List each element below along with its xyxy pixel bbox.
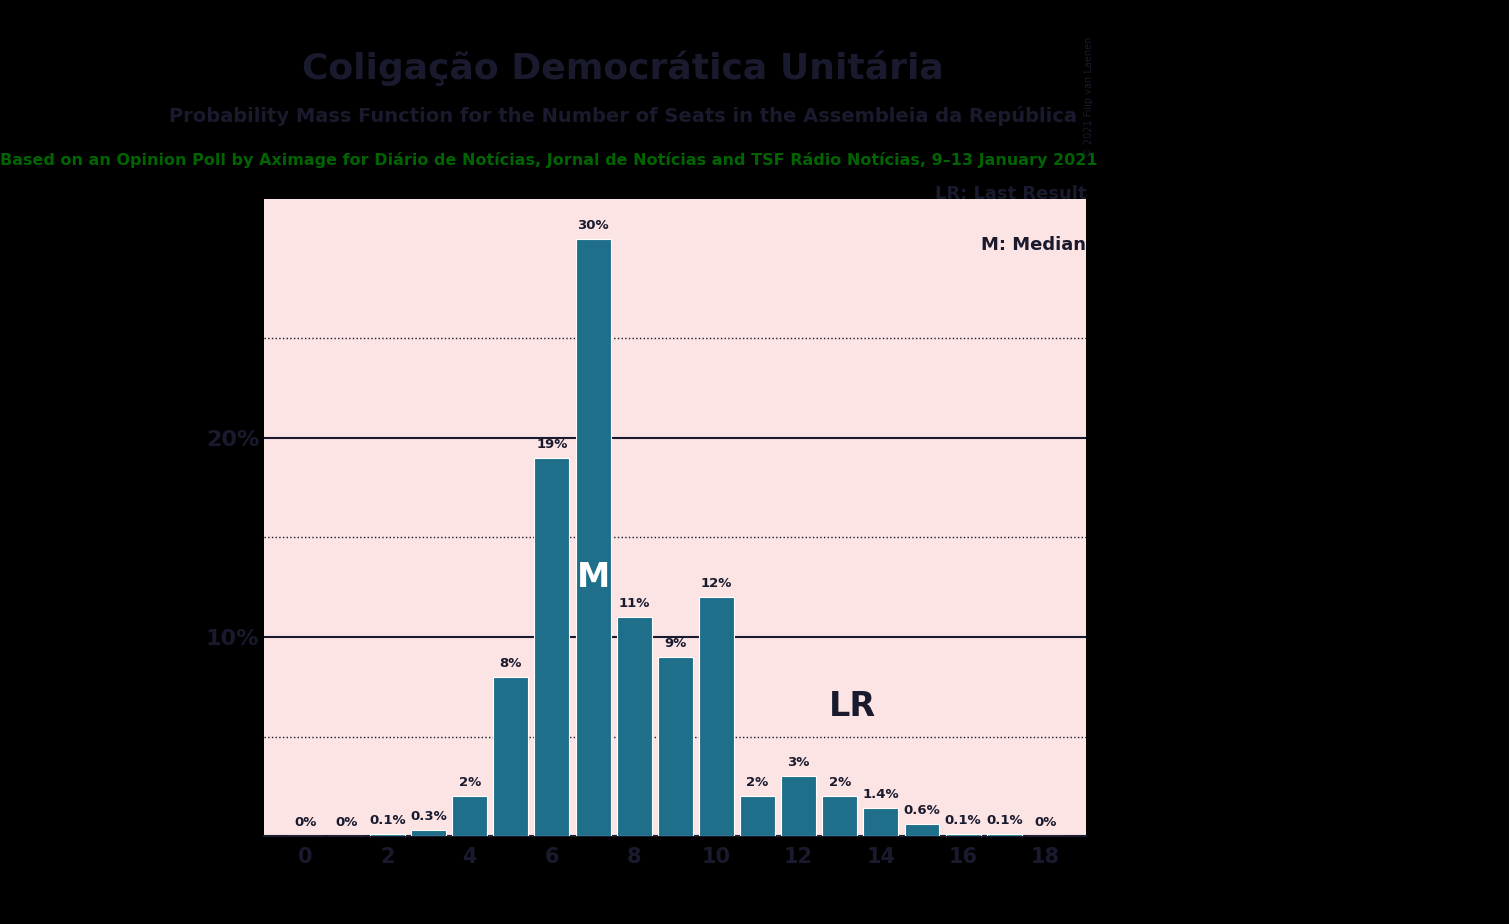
Text: 9%: 9% xyxy=(664,637,687,650)
Bar xyxy=(822,796,857,836)
Text: M: M xyxy=(576,561,610,594)
Text: Coligação Democrática Unitária: Coligação Democrática Unitária xyxy=(302,51,945,86)
Text: M: Median: M: Median xyxy=(981,236,1086,253)
Bar xyxy=(987,834,1022,836)
Bar xyxy=(699,597,733,836)
Bar xyxy=(617,617,652,836)
Text: © 2021 Filip van Laenen: © 2021 Filip van Laenen xyxy=(1083,37,1094,157)
Text: 0.1%: 0.1% xyxy=(370,814,406,827)
Text: 0.3%: 0.3% xyxy=(410,810,447,823)
Bar xyxy=(658,657,693,836)
Text: LR: LR xyxy=(828,690,875,723)
Text: 30%: 30% xyxy=(578,219,608,232)
Text: Based on an Opinion Poll by Aximage for Diário de Notícias, Jornal de Notícias a: Based on an Opinion Poll by Aximage for … xyxy=(0,152,1097,168)
Bar xyxy=(904,824,940,836)
Text: 0%: 0% xyxy=(294,816,317,829)
Bar xyxy=(410,831,447,836)
Bar xyxy=(575,238,611,836)
Text: Probability Mass Function for the Number of Seats in the Assembleia da República: Probability Mass Function for the Number… xyxy=(169,106,1077,127)
Text: 2%: 2% xyxy=(459,776,481,789)
Bar xyxy=(739,796,776,836)
Text: 0.1%: 0.1% xyxy=(985,814,1023,827)
Text: 1.4%: 1.4% xyxy=(863,788,899,801)
Text: 0%: 0% xyxy=(1034,816,1056,829)
Bar xyxy=(863,808,898,836)
Bar xyxy=(453,796,487,836)
Text: 0.1%: 0.1% xyxy=(945,814,981,827)
Bar xyxy=(946,834,981,836)
Text: 19%: 19% xyxy=(536,438,567,451)
Text: 11%: 11% xyxy=(619,597,650,610)
Text: 0.6%: 0.6% xyxy=(904,804,940,818)
Text: LR: Last Result: LR: Last Result xyxy=(936,185,1086,202)
Bar xyxy=(782,776,816,836)
Text: 2%: 2% xyxy=(747,776,768,789)
Text: 2%: 2% xyxy=(828,776,851,789)
Bar xyxy=(370,834,404,836)
Text: 8%: 8% xyxy=(499,657,522,670)
Bar xyxy=(534,457,569,836)
Bar xyxy=(493,676,528,836)
Text: 12%: 12% xyxy=(700,578,732,590)
Text: 0%: 0% xyxy=(335,816,358,829)
Text: 3%: 3% xyxy=(788,757,810,770)
